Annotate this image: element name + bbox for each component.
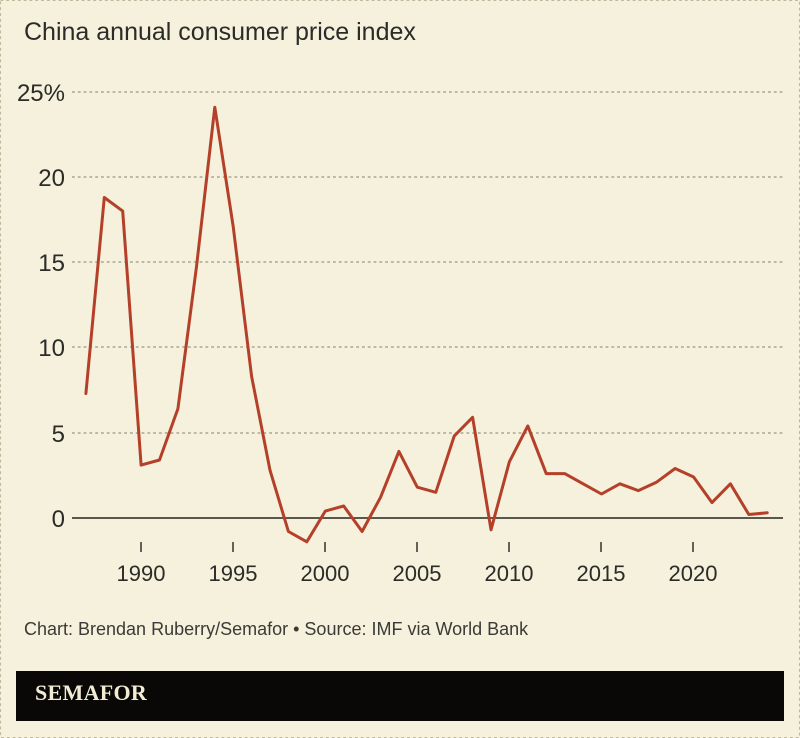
- svg-text:0: 0: [52, 506, 65, 533]
- svg-text:5: 5: [52, 421, 65, 448]
- svg-text:2005: 2005: [393, 561, 442, 586]
- svg-text:1990: 1990: [117, 561, 166, 586]
- svg-text:10: 10: [38, 335, 65, 362]
- svg-text:1995: 1995: [209, 561, 258, 586]
- svg-text:2015: 2015: [577, 561, 626, 586]
- svg-text:2010: 2010: [485, 561, 534, 586]
- svg-text:2000: 2000: [301, 561, 350, 586]
- svg-text:20: 20: [38, 165, 65, 192]
- svg-text:25%: 25%: [17, 80, 65, 107]
- svg-text:15: 15: [38, 250, 65, 277]
- svg-text:2020: 2020: [669, 561, 718, 586]
